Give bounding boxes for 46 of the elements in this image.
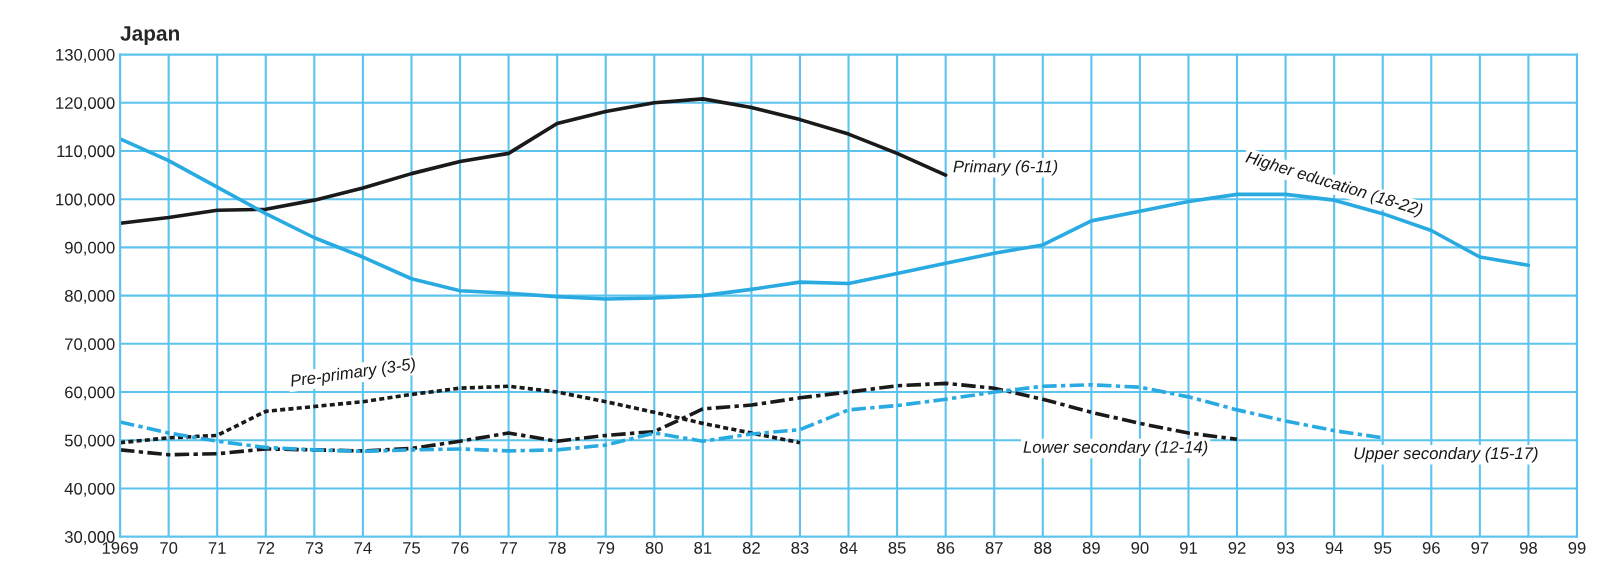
x-tick-label: 98 [1519, 541, 1537, 554]
text: Pre-primary (3-5) [289, 357, 417, 391]
x-tick-label: 85 [888, 541, 906, 554]
x-tick-label: 81 [694, 541, 712, 554]
x-tick-label: 75 [403, 542, 421, 554]
x-tick-label: 94 [1325, 541, 1343, 554]
y-tick-label: 130,000 [56, 48, 115, 63]
x-tick-label: 84 [839, 541, 858, 554]
x-tick-label: 70 [160, 541, 178, 554]
x-tick-label: 93 [1277, 541, 1295, 554]
x-tick-label: 96 [1422, 541, 1440, 554]
x-tick-label: 72 [257, 541, 275, 554]
x-tick-label: 99 [1568, 541, 1586, 554]
x-tick-label: 86 [937, 541, 955, 554]
y-tick-label: 40,000 [64, 482, 115, 497]
x-tick-label: 77 [500, 542, 518, 554]
y-tick-label: 60,000 [65, 386, 115, 401]
y-tick-label: 100,000 [56, 193, 115, 208]
x-tick-label: 92 [1228, 541, 1246, 554]
series-label: Upper secondary (15-17) [1354, 446, 1538, 463]
x-tick-label: 97 [1471, 541, 1489, 554]
chart-title: Japan [120, 26, 179, 45]
series-label: Primary (6-11) [953, 160, 1058, 176]
x-tick-label: 78 [548, 541, 566, 554]
y-tick-label: 120,000 [56, 97, 115, 111]
x-tick-label: 80 [645, 541, 663, 554]
text: Higher education (18-22) [1244, 150, 1424, 219]
x-tick-label: 91 [1179, 541, 1197, 554]
x-tick-label: 74 [354, 542, 372, 554]
x-tick-label: 89 [1082, 541, 1100, 554]
y-tick-label: 90,000 [65, 241, 115, 256]
y-tick-label: 50,000 [64, 434, 115, 449]
x-tick-label: 83 [791, 541, 809, 554]
x-tick-label: 87 [985, 541, 1003, 554]
x-tick-label: 71 [208, 542, 226, 554]
x-tick-label: 95 [1374, 541, 1392, 554]
y-tick-label: 80,000 [64, 290, 115, 304]
x-tick-label: 82 [742, 541, 760, 554]
x-tick-label: 73 [305, 541, 323, 554]
x-tick-label: 76 [451, 541, 469, 554]
x-tick-label: 88 [1034, 541, 1052, 554]
series-label: Lower secondary (12-14) [1023, 440, 1208, 457]
y-tick-label: 110,000 [57, 145, 115, 160]
y-tick-label: 70,000 [65, 338, 115, 352]
x-tick-label: 79 [597, 541, 615, 554]
x-tick-label: 90 [1131, 541, 1149, 554]
